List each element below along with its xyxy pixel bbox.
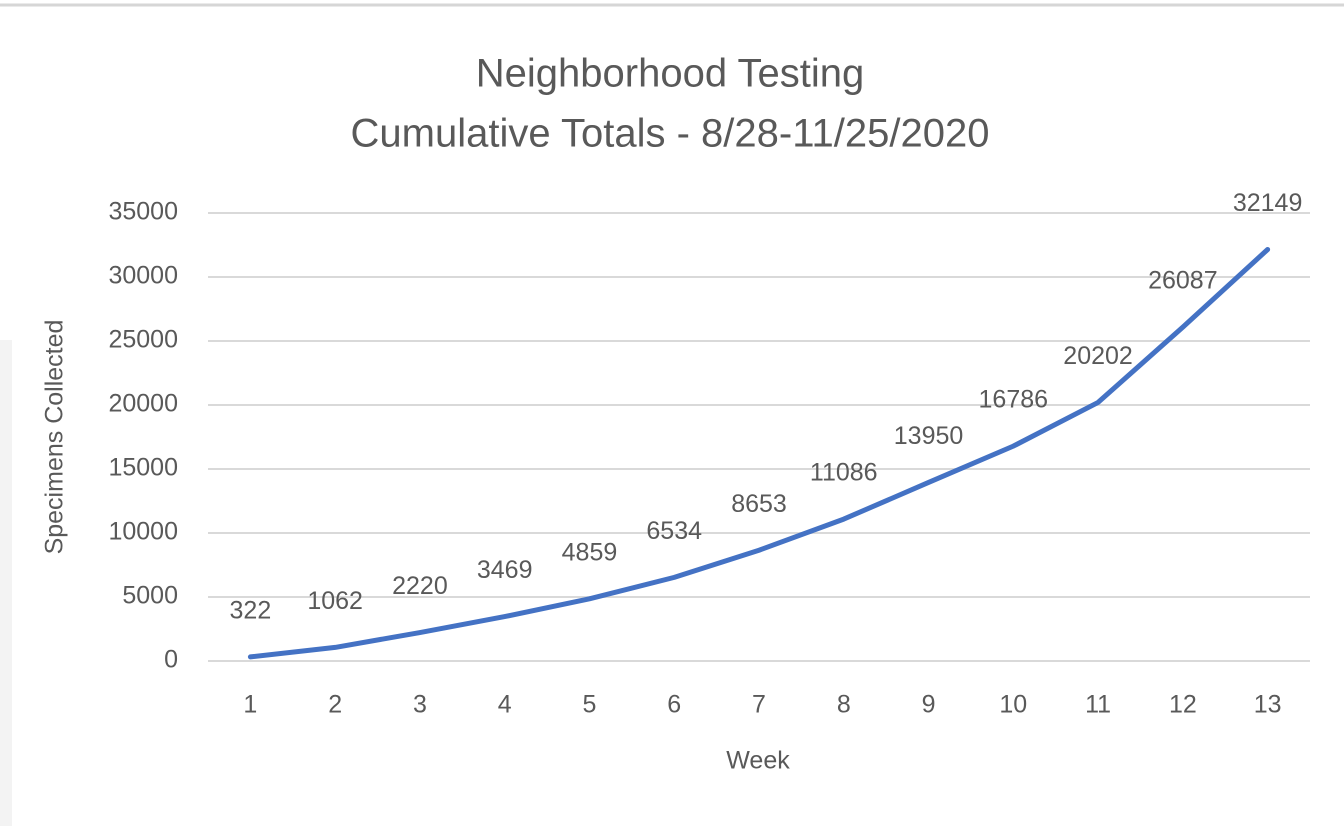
data-label: 16786 (979, 386, 1049, 414)
y-tick-label: 20000 (108, 390, 178, 418)
data-label: 8653 (731, 490, 787, 518)
y-tick-label: 10000 (108, 518, 178, 546)
y-tick-label: 5000 (122, 582, 178, 610)
data-label: 3469 (477, 556, 533, 584)
x-tick-label: 6 (667, 691, 681, 719)
x-tick-label: 11 (1085, 691, 1111, 719)
y-tick-label: 15000 (108, 454, 178, 482)
x-tick-label: 3 (413, 691, 427, 719)
x-tick-label: 12 (1169, 691, 1197, 719)
data-label: 6534 (646, 517, 702, 545)
left-edge (0, 340, 12, 826)
y-tick-label: 30000 (108, 262, 178, 290)
x-axis-label: Week (726, 747, 790, 775)
x-tick-label: 7 (752, 691, 766, 719)
x-tick-label: 8 (837, 691, 851, 719)
x-tick-label: 5 (583, 691, 597, 719)
x-tick-label: 9 (922, 691, 936, 719)
x-tick-label: 13 (1254, 691, 1282, 719)
x-tick-label: 2 (328, 691, 342, 719)
y-axis-label: Specimens Collected (41, 320, 69, 555)
y-tick-label: 0 (164, 646, 178, 674)
data-label: 322 (230, 596, 272, 624)
data-label: 4859 (562, 538, 618, 566)
x-tick-label: 1 (243, 691, 257, 719)
data-label: 32149 (1233, 189, 1303, 217)
x-tick-label: 4 (498, 691, 512, 719)
data-label: 20202 (1063, 342, 1133, 370)
data-label: 2220 (392, 572, 448, 600)
data-label: 26087 (1148, 267, 1218, 295)
y-tick-label: 35000 (108, 198, 178, 226)
x-tick-label: 10 (999, 691, 1027, 719)
chart-subtitle: Cumulative Totals - 8/28-11/25/2020 (351, 112, 990, 156)
data-label: 11086 (810, 459, 878, 487)
chart-title: Neighborhood Testing (476, 52, 864, 96)
data-label: 13950 (894, 422, 964, 450)
data-label: 1062 (307, 587, 363, 615)
data-line (247, 246, 1271, 660)
y-tick-label: 25000 (108, 326, 178, 354)
